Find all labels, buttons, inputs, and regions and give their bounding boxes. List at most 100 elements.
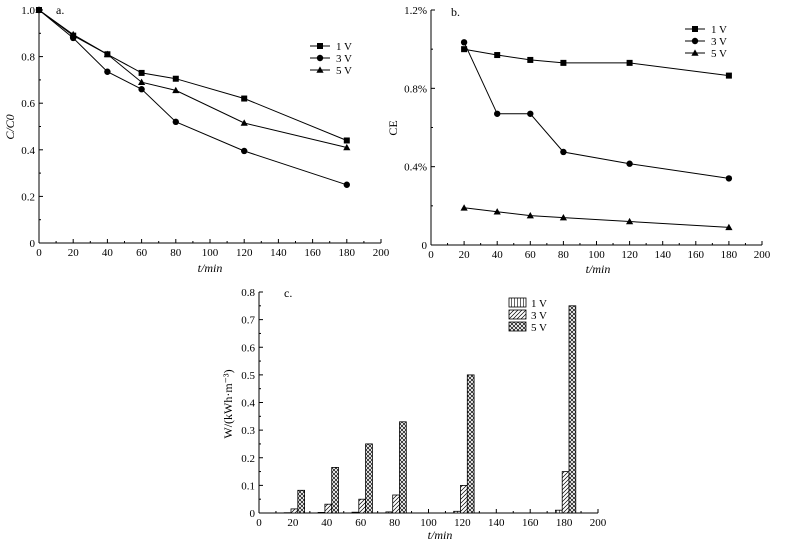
y-tick-label-a: 0.6: [21, 98, 35, 110]
legend-label-a-1: 3 V: [336, 53, 352, 65]
x-tick-label-b: 200: [754, 249, 771, 261]
x-tick-label-c: 200: [590, 517, 607, 529]
data-point-b-1: [560, 148, 567, 156]
series-line-b-1: [463, 42, 729, 179]
x-tick-label-c: 100: [420, 517, 437, 529]
data-point-b-2: [460, 204, 468, 211]
bar-c-1: [392, 494, 400, 514]
series-line-a-0: [38, 9, 347, 141]
data-point-a-2: [35, 6, 43, 13]
x-tick-label-a: 200: [373, 247, 390, 259]
x-tick-label-a: 60: [136, 247, 148, 259]
bar-c-1: [324, 503, 333, 514]
data-point-b-0: [527, 56, 534, 63]
legend-marker-a-1: [316, 54, 324, 62]
x-tick-label-a: 20: [68, 247, 80, 259]
bar-c-0: [385, 511, 394, 514]
bar-c-2: [466, 374, 475, 514]
bar-c-2: [331, 466, 339, 514]
x-tick-label-a: 80: [170, 247, 182, 259]
data-point-a-0: [343, 137, 350, 144]
y-tick-label-a: 0: [30, 238, 36, 250]
legend-marker-a-0: [317, 43, 323, 49]
data-point-b-2: [559, 213, 567, 221]
series-line-b-0: [464, 48, 729, 77]
data-point-b-0: [725, 72, 732, 79]
x-tick-label-a: 160: [304, 247, 321, 259]
data-point-b-1: [626, 160, 633, 167]
data-point-a-0: [138, 69, 145, 76]
y-tick-label-c: 0.2: [241, 453, 255, 465]
bar-c-0: [555, 509, 563, 514]
chart-panel-b: b. t/min CE 0 20 40 60 80 100 120 140 160 180 200 0…: [386, 5, 771, 276]
y-tick-label-c: 0.8: [241, 287, 255, 299]
data-point-b-1: [494, 110, 501, 117]
legend-label-a-2: 5 V: [336, 65, 352, 77]
bar-c-2: [297, 489, 305, 514]
y-axis-label-a: C/C0: [3, 114, 17, 139]
data-point-a-0: [172, 75, 179, 82]
x-tick-label-c: 0: [256, 517, 262, 529]
x-tick-label-b: 20: [459, 249, 471, 261]
bar-c-2: [399, 421, 407, 514]
data-point-a-2: [103, 50, 111, 58]
x-tick-label-a: 0: [36, 247, 42, 259]
y-axis-label-c: W/(kWh·m⁻³): [221, 369, 235, 438]
x-tick-label-a: 140: [270, 247, 287, 259]
y-tick-label-a: 1.0: [21, 5, 35, 17]
y-tick-label-a: 0.2: [21, 191, 35, 203]
data-point-a-2: [69, 30, 77, 38]
legend-label-c-2: 5 V: [531, 322, 547, 334]
x-tick-label-a: 120: [236, 247, 253, 259]
data-point-b-1: [527, 110, 534, 117]
bar-c-1: [358, 498, 366, 514]
data-point-b-0: [461, 46, 468, 53]
x-tick-label-c: 80: [389, 517, 401, 529]
x-axis-label-a: t/min: [198, 261, 223, 275]
legend-swatch-c-2: [508, 321, 527, 332]
legend-swatch-c-1: [508, 309, 527, 320]
x-tick-label-b: 40: [492, 249, 504, 261]
y-axis-label-b: CE: [386, 120, 400, 135]
y-tick-label-c: 0.6: [241, 342, 255, 354]
data-point-a-1: [104, 68, 111, 75]
x-tick-label-b: 140: [654, 249, 671, 261]
panel-label-c: c.: [284, 286, 292, 300]
x-tick-label-b: 100: [588, 249, 605, 261]
y-tick-label-b: 0: [422, 240, 428, 252]
bar-c-0: [453, 510, 461, 514]
legend-marker-b-2: [691, 49, 699, 56]
data-point-a-2: [138, 78, 146, 86]
x-tick-label-b: 180: [721, 249, 738, 261]
data-point-a-2: [240, 119, 248, 126]
series-line-b-2: [464, 207, 729, 228]
bar-c-2: [365, 443, 373, 514]
bar-c-1: [561, 471, 570, 514]
bar-c-0: [317, 512, 326, 514]
data-point-a-1: [343, 181, 350, 188]
data-point-a-1: [241, 147, 248, 155]
data-point-b-1: [725, 175, 733, 182]
x-tick-label-b: 60: [525, 249, 537, 261]
legend-label-b-2: 5 V: [711, 48, 727, 60]
bar-c-2: [568, 305, 577, 514]
chart-panel-a: a. t/min C/C0 0 20 40 60 80 100 120 140 160 180 20…: [3, 3, 390, 275]
x-tick-label-c: 120: [454, 517, 471, 529]
data-point-b-0: [494, 52, 501, 59]
y-tick-label-a: 0.8: [21, 52, 35, 64]
x-tick-label-c: 20: [287, 517, 299, 529]
chart-panel-c: c. t/min W/(kWh·m⁻³) 0 20 40 60 80 100 120 140 1…: [221, 286, 607, 542]
y-tick-label-c: 0.7: [241, 315, 255, 327]
y-tick-label-c: 0: [250, 508, 256, 520]
x-tick-label-a: 180: [339, 247, 356, 259]
data-point-a-1: [138, 86, 145, 93]
data-point-a-0: [241, 95, 248, 102]
data-point-b-2: [725, 223, 733, 231]
y-tick-label-b: 0.8%: [404, 83, 427, 95]
bar-c-0: [351, 511, 360, 514]
data-point-b-0: [626, 59, 633, 66]
data-point-a-2: [343, 143, 351, 151]
y-tick-label-b: 1.2%: [404, 5, 427, 17]
x-axis-label-b: t/min: [586, 262, 611, 276]
y-tick-label-c: 0.3: [241, 425, 255, 437]
